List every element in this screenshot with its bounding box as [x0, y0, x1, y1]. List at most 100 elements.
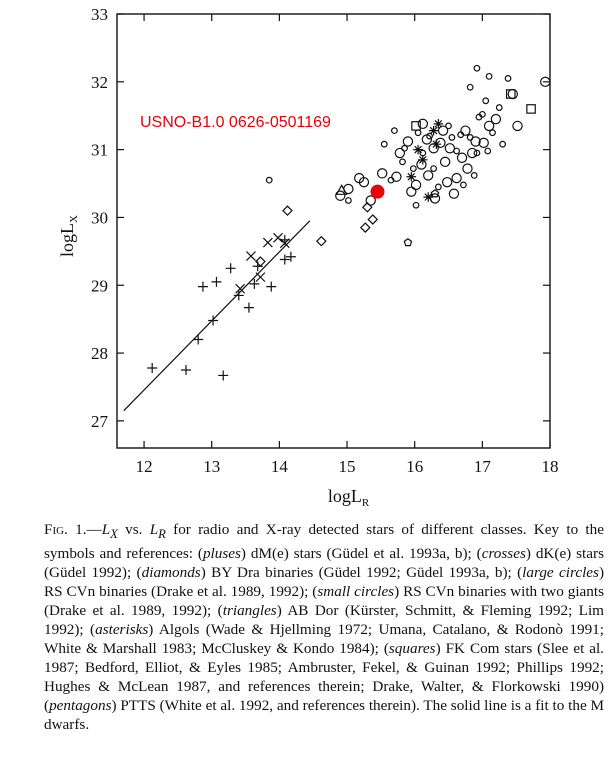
small-circle-mark: [445, 122, 452, 130]
asterisk-mark: [428, 125, 439, 136]
diamond-mark: [315, 235, 327, 247]
diamond-mark: [367, 214, 379, 225]
y-tick-label: 29: [91, 276, 108, 295]
small-circle-mark: [430, 165, 438, 173]
plus-mark: [147, 362, 158, 373]
small-circle-mark: [380, 140, 388, 148]
x-tick-label: 15: [339, 457, 356, 476]
diamond-mark: [282, 205, 293, 217]
cross-mark: [255, 272, 266, 283]
large-circle-mark: [470, 136, 481, 147]
cross-mark: [235, 283, 246, 294]
large-circle-mark: [462, 163, 473, 174]
plus-mark: [285, 251, 296, 262]
small-circle-mark: [426, 132, 433, 140]
small-circle-mark: [265, 176, 273, 184]
y-tick-label: 27: [91, 412, 109, 431]
caption-text-7: ) AB Dor (Kürster, Schmitt, & Fleming 19…: [44, 602, 604, 639]
x-tick-label: 13: [203, 457, 220, 476]
small-circle-mark: [470, 171, 478, 179]
x-tick-label: 14: [271, 457, 289, 476]
large-circle-mark: [391, 171, 402, 182]
small-circle-mark: [390, 127, 398, 135]
small-circle-mark: [412, 201, 420, 209]
caption-text-8: ) Algols (Wade & Hjellming 1972; Umana, …: [44, 621, 604, 658]
plus-mark: [249, 278, 260, 289]
large-circle-mark: [410, 179, 422, 191]
square-mark: [526, 104, 536, 114]
caption-text-2: ) dM(e) stars (Güdel et al. 1993a, b); (: [240, 545, 482, 563]
large-circle-mark: [540, 76, 551, 88]
large-circle-mark: [456, 152, 468, 163]
caption-sym-squares: squares: [388, 640, 436, 658]
plus-mark: [197, 281, 208, 292]
data-marks: [147, 64, 551, 381]
caption-sym-crosses: crosses: [481, 545, 526, 563]
small-circle-mark: [460, 181, 467, 189]
caption-text-3: ) dK(e) stars (Güdel 1992); (: [44, 545, 604, 582]
x-tick-label: 18: [542, 457, 559, 476]
caption-lr-sub: R: [158, 527, 166, 542]
large-circle-mark: [437, 125, 449, 136]
large-circle-mark: [423, 170, 434, 181]
x-tick-label: 17: [474, 457, 492, 476]
caption-text-9: ) FK Com stars (Slee et al. 1987; Bedfor…: [44, 640, 604, 715]
small-circle-mark: [499, 140, 507, 148]
small-circle-mark: [453, 147, 461, 155]
plus-mark: [233, 290, 244, 301]
small-circle-mark: [482, 97, 490, 105]
caption-sym-asterisks: asterisks: [95, 621, 149, 639]
small-circle-mark: [473, 64, 481, 72]
small-circle-mark: [414, 129, 422, 137]
large-circle-mark: [512, 120, 523, 132]
plot-border: [116, 13, 551, 449]
large-circle-mark: [507, 88, 518, 100]
cross-mark: [262, 237, 273, 248]
highlighted-star-label: USNO-B1.0 0626-0501169: [140, 114, 331, 131]
scatter-chart: 12 13 14 15 16 17 18 27 28 29 30 31 32 33 USNO-B1.0 0…: [57, 5, 559, 509]
small-circle-mark: [466, 134, 474, 141]
large-circle-mark: [444, 143, 456, 154]
caption-lx-sub: X: [110, 527, 118, 542]
caption-text-4: ) BY Dra binaries (Güdel 1992; Güdel 199…: [200, 564, 523, 582]
caption-sym-diamonds: diamonds: [141, 564, 201, 582]
plus-mark: [193, 334, 204, 345]
highlighted-star-marker: [370, 184, 385, 199]
caption-text-5: ) RS CVn binaries (Drake et al. 1989, 19…: [44, 564, 604, 601]
diamond-mark: [361, 201, 373, 213]
caption-lx-letter: L: [101, 521, 111, 538]
large-circle-mark: [483, 120, 495, 132]
small-circle-mark: [409, 165, 417, 173]
plot-frame: [116, 13, 551, 449]
plus-mark: [225, 263, 236, 274]
small-circle-mark: [387, 176, 395, 184]
y-axis-title-main: logL: [57, 223, 77, 257]
y-axis-title: logLX: [57, 215, 80, 257]
small-circle-mark: [448, 134, 456, 141]
fit-line: [123, 220, 311, 412]
large-circle-mark: [377, 168, 388, 179]
large-circle-mark: [451, 172, 462, 184]
y-tick-label: 33: [91, 5, 108, 24]
caption-sym-small-circles: small circles: [317, 583, 395, 601]
square-mark: [505, 89, 516, 99]
asterisk-mark: [406, 171, 417, 182]
small-circle-mark: [478, 110, 486, 118]
large-circle-mark: [448, 188, 460, 199]
diamond-mark: [255, 256, 266, 267]
large-circle-mark: [478, 137, 489, 149]
caption-lr-letter: L: [149, 521, 159, 538]
large-circle-mark: [466, 147, 478, 159]
asterisk-mark: [413, 144, 423, 155]
small-circle-mark: [457, 131, 465, 139]
y-axis-title-sub: X: [68, 215, 80, 223]
plus-mark: [208, 315, 219, 326]
small-circle-mark: [344, 197, 352, 204]
y-tick-label: 32: [91, 73, 108, 92]
large-circle-mark: [441, 176, 453, 188]
x-tick-label: 12: [136, 457, 153, 476]
caption-label: Fig. 1.: [44, 521, 87, 538]
large-circle-mark: [394, 147, 406, 159]
large-circle-mark: [365, 195, 376, 206]
y-tick-label: 30: [91, 208, 108, 227]
